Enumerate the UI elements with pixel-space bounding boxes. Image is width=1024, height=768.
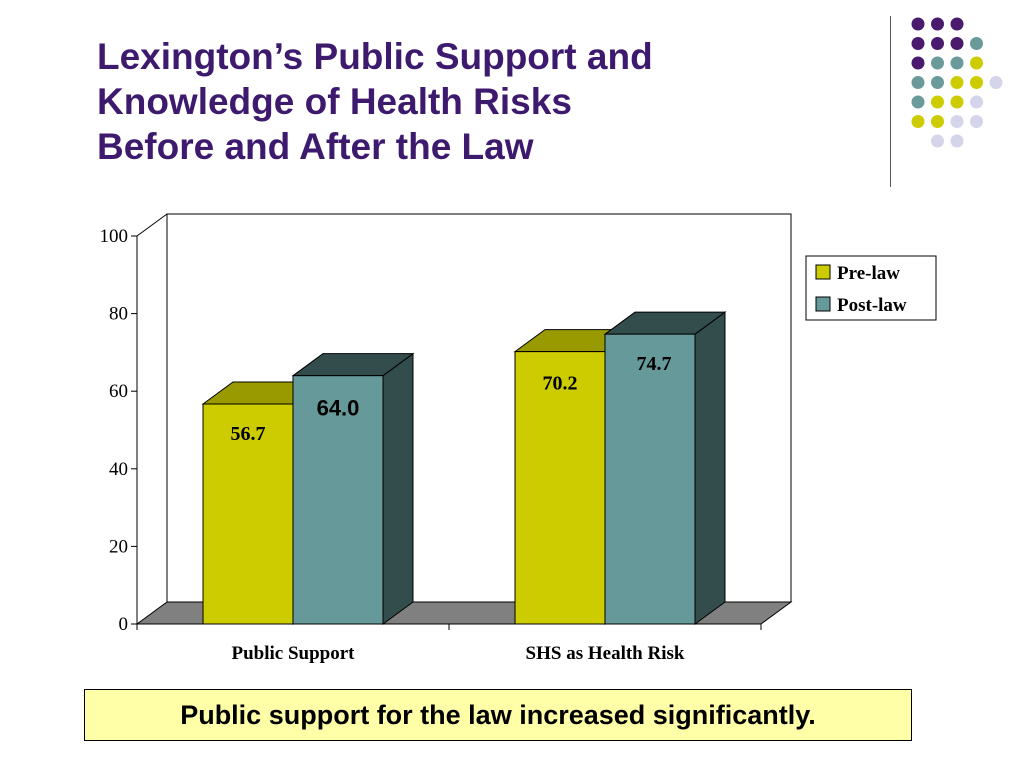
caption-box: Public support for the law increased sig… [84, 689, 912, 741]
decor-dot [911, 95, 925, 109]
bar-data-label: 70.2 [543, 373, 578, 395]
decor-dot [950, 95, 964, 109]
y-tick-label: 100 [100, 226, 129, 247]
decor-dot [911, 76, 925, 89]
title-line-1: Lexington’s Public Support and [97, 36, 653, 77]
decor-dot [950, 76, 964, 89]
decor-dot [931, 134, 944, 148]
decor-dot [911, 37, 925, 50]
chart-axes: 0 20 40 60 80 100 Public Support SHS as Health … [100, 226, 762, 664]
decor-dot [970, 56, 983, 70]
bar-data-label: 56.7 [231, 423, 266, 445]
decor-dot [950, 17, 964, 31]
left-wall-top-edge [136, 213, 168, 237]
y-tick-label: 40 [109, 459, 128, 480]
decor-dot [950, 37, 964, 50]
decor-dot [950, 56, 964, 70]
bar-side [694, 311, 726, 625]
caption-text: Public support for the law increased sig… [180, 699, 816, 730]
bar-chart: 0 20 40 60 80 100 Public Support SHS as Health … [100, 213, 937, 664]
bar-side [382, 352, 414, 625]
decor-dot [950, 115, 964, 128]
decor-dot [911, 56, 925, 70]
bar [202, 403, 294, 625]
legend-label: Pre-law [837, 263, 900, 284]
bar-data-label: 64.0 [317, 396, 360, 421]
decor-dot [931, 95, 944, 109]
legend-swatch [815, 264, 831, 280]
decor-dot [931, 17, 944, 31]
decor-dot [970, 37, 983, 50]
y-tick-label: 20 [109, 536, 128, 557]
decor-dot [931, 56, 944, 70]
decor-dot [931, 115, 944, 128]
bar [292, 375, 384, 625]
y-tick-label: 0 [119, 614, 129, 635]
decor-dot [931, 37, 944, 50]
decor-dot [931, 76, 944, 89]
legend-label: Post-law [837, 295, 907, 316]
x-category-label: Public Support [231, 643, 355, 664]
x-category-label: SHS as Health Risk [526, 643, 685, 664]
y-tick-label: 80 [109, 304, 128, 325]
title-line-2: Knowledge of Health Risks [97, 81, 572, 122]
chart-legend: Pre-law Post-law [805, 255, 937, 321]
legend-swatch [815, 296, 831, 312]
decor-dot [970, 115, 983, 128]
decor-dot [970, 95, 983, 109]
title-divider-line [890, 16, 891, 187]
chart-bars [201, 311, 727, 625]
decor-dot [989, 76, 1003, 89]
bar [604, 333, 696, 625]
decor-dot [970, 76, 983, 89]
chart-data-labels: 56.7 64.0 70.2 74.7 [231, 353, 672, 445]
decor-dot [950, 134, 964, 148]
title-line-3: Before and After the Law [97, 126, 534, 167]
y-tick-label: 60 [109, 381, 128, 402]
slide-title: Lexington’s Public Support and Knowledge… [97, 34, 857, 169]
bar-data-label: 74.7 [637, 353, 672, 375]
decor-dot [911, 17, 925, 31]
decor-dot [911, 115, 925, 128]
decorative-dot-grid [911, 17, 1003, 148]
